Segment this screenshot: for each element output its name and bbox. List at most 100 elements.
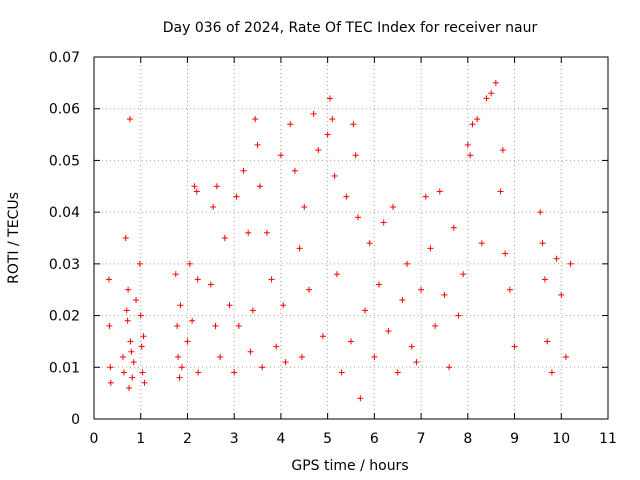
data-point xyxy=(357,395,364,402)
data-point xyxy=(394,369,401,376)
data-point xyxy=(413,359,420,366)
data-point xyxy=(427,245,434,252)
data-point xyxy=(107,379,114,386)
data-point xyxy=(125,286,132,293)
data-point xyxy=(213,183,220,190)
x-tick-label: 10 xyxy=(552,431,570,447)
data-point xyxy=(499,147,506,154)
data-point xyxy=(497,188,504,195)
data-point xyxy=(226,302,233,309)
data-point xyxy=(343,193,350,200)
data-point xyxy=(567,260,574,267)
y-tick-label: 0.04 xyxy=(49,205,80,221)
chart-title: Day 036 of 2024, Rate Of TEC Index for r… xyxy=(163,20,538,36)
data-point xyxy=(235,322,242,329)
data-point xyxy=(256,183,263,190)
x-tick-label: 5 xyxy=(323,431,332,447)
x-axis-label: GPS time / hours xyxy=(291,458,408,474)
data-point xyxy=(390,203,397,210)
x-tick-label: 3 xyxy=(230,431,239,447)
data-point xyxy=(287,121,294,128)
data-point xyxy=(464,141,471,148)
data-point xyxy=(329,116,336,123)
data-point xyxy=(233,193,240,200)
data-point xyxy=(186,260,193,267)
data-point xyxy=(469,121,476,128)
data-point xyxy=(355,214,362,221)
y-tick-label: 0.01 xyxy=(49,360,80,376)
data-point xyxy=(280,302,287,309)
data-point xyxy=(217,353,224,360)
y-tick-label: 0.07 xyxy=(49,50,80,66)
x-tick-label: 8 xyxy=(463,431,472,447)
x-tick-label: 6 xyxy=(370,431,379,447)
data-point xyxy=(126,116,133,123)
data-point xyxy=(129,374,136,381)
data-point xyxy=(371,353,378,360)
data-point xyxy=(137,312,144,319)
x-tick-label: 7 xyxy=(417,431,426,447)
data-point xyxy=(432,322,439,329)
y-axis-label: ROTI / TECUs xyxy=(6,192,22,284)
data-point xyxy=(558,291,565,298)
data-point xyxy=(191,183,198,190)
data-point xyxy=(506,286,513,293)
data-point xyxy=(139,369,146,376)
data-point xyxy=(212,322,219,329)
data-point xyxy=(176,374,183,381)
data-point xyxy=(460,271,467,278)
data-point xyxy=(399,297,406,304)
y-tick-labels: 0 0.01 0.02 0.03 0.04 0.05 0.06 0.07 xyxy=(49,50,80,428)
data-point xyxy=(467,152,474,159)
data-point xyxy=(478,240,485,247)
data-point xyxy=(119,353,126,360)
data-point xyxy=(175,353,182,360)
data-point xyxy=(539,240,546,247)
data-point xyxy=(240,167,247,174)
data-point xyxy=(422,193,429,200)
data-point xyxy=(385,328,392,335)
y-tick-label: 0.02 xyxy=(49,309,80,325)
data-point xyxy=(141,379,148,386)
data-point xyxy=(362,307,369,314)
data-point xyxy=(277,152,284,159)
data-point xyxy=(333,271,340,278)
data-points xyxy=(105,79,574,402)
data-point xyxy=(291,167,298,174)
data-point xyxy=(193,188,200,195)
data-point xyxy=(210,203,217,210)
x-tick-labels: 0 1 2 3 4 5 6 7 8 9 10 11 xyxy=(90,431,617,447)
data-point xyxy=(174,322,181,329)
data-point xyxy=(319,333,326,340)
data-point xyxy=(282,359,289,366)
data-point xyxy=(130,359,137,366)
data-point xyxy=(133,297,140,304)
data-point xyxy=(326,95,333,102)
grid-lines xyxy=(94,57,608,419)
data-point xyxy=(331,172,338,179)
plot-frame xyxy=(93,56,609,420)
data-point xyxy=(105,276,112,283)
data-point xyxy=(268,276,275,283)
data-point xyxy=(310,110,317,117)
data-point xyxy=(492,79,499,86)
data-point xyxy=(376,281,383,288)
data-point xyxy=(502,250,509,257)
data-point xyxy=(107,364,114,371)
x-tick-label: 4 xyxy=(276,431,285,447)
data-point xyxy=(138,343,145,350)
data-point xyxy=(136,260,143,267)
data-point xyxy=(195,369,202,376)
x-tick-label: 9 xyxy=(510,431,519,447)
data-point xyxy=(184,338,191,345)
data-point xyxy=(123,307,130,314)
data-point xyxy=(511,343,518,350)
data-point xyxy=(301,203,308,210)
data-point xyxy=(178,364,185,371)
data-point xyxy=(172,271,179,278)
data-point xyxy=(126,384,133,391)
data-point xyxy=(474,116,481,123)
data-point xyxy=(231,369,238,376)
data-point xyxy=(441,291,448,298)
